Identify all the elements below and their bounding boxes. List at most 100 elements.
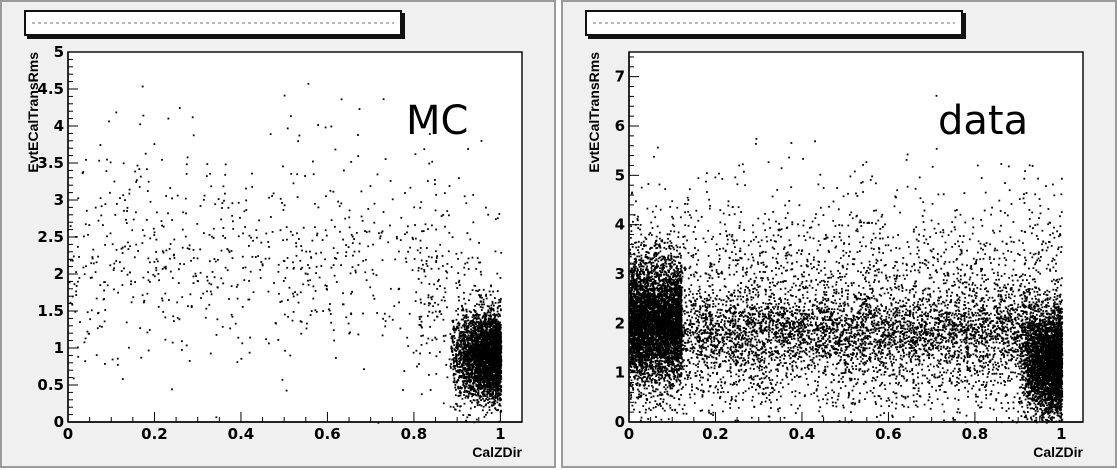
data-point — [468, 365, 470, 367]
data-point — [100, 144, 102, 146]
data-point — [496, 376, 498, 378]
data-point — [470, 380, 472, 382]
data-point — [241, 342, 243, 344]
data-point — [494, 395, 496, 397]
data-point — [425, 276, 427, 278]
data-point — [485, 398, 487, 400]
data-point — [300, 268, 302, 270]
data-point — [304, 175, 306, 177]
data-point — [419, 318, 421, 320]
data-point — [431, 339, 433, 341]
data-point — [454, 380, 456, 382]
data-point — [84, 341, 86, 343]
data-point — [478, 289, 480, 291]
data-point — [679, 246, 681, 248]
data-point — [436, 355, 438, 357]
data-point — [158, 273, 160, 275]
data-point — [451, 348, 453, 350]
data-point — [500, 398, 502, 400]
data-point — [348, 323, 350, 325]
data-point — [469, 239, 471, 241]
data-point — [423, 269, 425, 271]
data-point — [463, 362, 465, 364]
data-point — [306, 323, 308, 325]
data-point — [498, 370, 500, 372]
data-point — [278, 264, 280, 266]
data-point — [76, 285, 78, 287]
data-point — [409, 247, 411, 249]
data-point — [477, 341, 479, 343]
data-point — [235, 323, 237, 325]
data-point — [331, 219, 333, 221]
data-point — [456, 342, 458, 344]
data-point — [143, 277, 145, 279]
data-point — [223, 200, 225, 202]
y-tick-label: 0 — [54, 413, 64, 431]
x-tick-label: 1 — [495, 425, 505, 443]
data-point — [481, 354, 483, 356]
data-point — [210, 284, 212, 286]
data-point — [450, 406, 452, 408]
data-point — [496, 273, 498, 275]
data-point — [478, 334, 480, 336]
data-point — [214, 276, 216, 278]
data-point — [471, 349, 473, 351]
data-point — [460, 335, 462, 337]
data-point — [112, 359, 114, 361]
data-point — [464, 389, 466, 391]
data-point — [217, 287, 219, 289]
data-point — [490, 294, 492, 296]
data-point — [97, 327, 99, 329]
data-point — [500, 277, 502, 279]
data-point — [491, 405, 493, 407]
data-point — [465, 315, 467, 317]
data-point — [456, 253, 458, 255]
data-point — [456, 319, 458, 321]
data-point — [224, 193, 226, 195]
data-point — [396, 236, 398, 238]
data-point — [497, 323, 499, 325]
data-point — [468, 324, 470, 326]
data-point — [176, 302, 178, 304]
data-point — [480, 349, 482, 351]
data-point — [436, 257, 438, 259]
data-point — [163, 226, 165, 228]
data-point — [265, 233, 267, 235]
data-point — [488, 381, 490, 383]
data-point — [421, 268, 423, 270]
data-point — [222, 235, 224, 237]
data-point — [477, 381, 479, 383]
data-point — [232, 202, 234, 204]
data-point — [98, 220, 100, 222]
data-point — [469, 311, 471, 313]
data-point — [473, 322, 475, 324]
data-point — [479, 356, 481, 358]
data-point — [499, 322, 501, 324]
data-point — [465, 325, 467, 327]
data-point — [293, 268, 295, 270]
data-point — [450, 365, 452, 367]
data-point — [469, 385, 471, 387]
data-point — [390, 180, 392, 182]
data-point — [182, 229, 184, 231]
data-point — [252, 240, 254, 242]
data-point — [154, 143, 156, 145]
data-point — [492, 301, 494, 303]
data-point — [497, 355, 499, 357]
data-point — [475, 268, 477, 270]
data-point — [149, 281, 151, 283]
data-point — [484, 331, 486, 333]
data-point — [481, 405, 483, 407]
data-point — [319, 277, 321, 279]
data-point — [420, 302, 422, 304]
data-point — [271, 195, 273, 197]
data-point — [493, 327, 495, 329]
data-point — [474, 393, 476, 395]
data-point — [349, 227, 351, 229]
data-point — [428, 256, 430, 258]
data-point — [480, 375, 482, 377]
data-point — [293, 182, 295, 184]
data-point — [495, 400, 497, 402]
data-point — [480, 361, 482, 363]
